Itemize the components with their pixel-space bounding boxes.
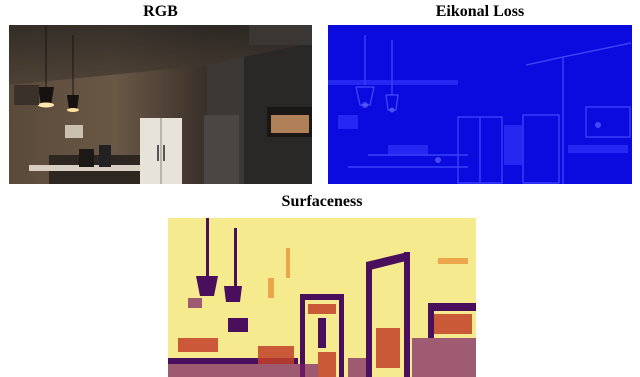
surfaceness-caption: Surfaceness — [281, 193, 363, 210]
eikonal-loss-caption: Eikonal Loss — [435, 3, 525, 20]
rgb-caption: RGB — [143, 3, 178, 20]
rgb-image — [9, 25, 312, 184]
eikonal-loss-image — [328, 25, 632, 184]
surfaceness-image — [168, 218, 476, 377]
